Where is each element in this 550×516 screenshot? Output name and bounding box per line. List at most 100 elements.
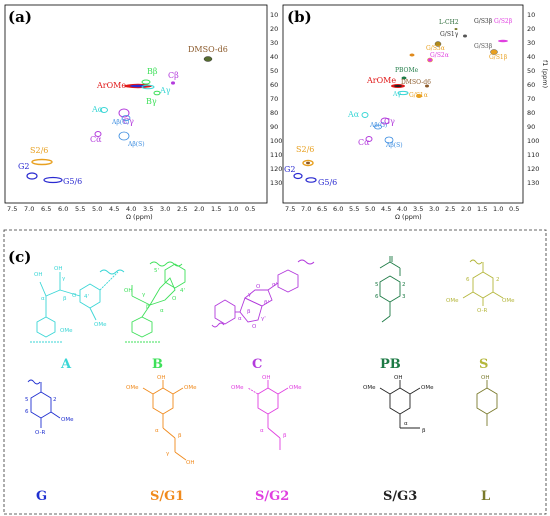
panel-a-ytick: 80 xyxy=(270,109,278,117)
panel-b-tag: (b) xyxy=(287,8,312,26)
panel-b-ytick: 50 xyxy=(527,67,535,75)
peak-g-s3-beta xyxy=(463,34,467,38)
atom-oh: OH xyxy=(186,460,194,466)
atom-ome: OMe xyxy=(184,385,197,391)
label-c-alpha: Cα xyxy=(90,135,102,144)
panel-b-xtick: 0.5 xyxy=(509,205,519,213)
panel-b-y-ticks: 10 20 30 40 50 60 70 80 90 100 110 120 1… xyxy=(527,11,539,187)
panel-a-xtick: 7.5 xyxy=(7,205,17,213)
label-g56: G5/6 xyxy=(63,177,82,186)
structure-c-ring-lower xyxy=(239,297,263,323)
structure-b-bond xyxy=(131,295,151,306)
structure-a-bond xyxy=(89,307,97,321)
structure-sg3 xyxy=(379,380,421,429)
structure-sg2-bond xyxy=(267,427,281,439)
label-b-beta: Bβ xyxy=(147,67,158,76)
peak-c-alpha-b xyxy=(365,136,373,142)
structure-sg1-label: S/G1 xyxy=(150,489,184,504)
atom-gamma-p: γ' xyxy=(261,316,266,322)
panel-b-xtick: 6.5 xyxy=(317,205,327,213)
structure-sg3-labels: OH OMe OMe α β xyxy=(363,375,434,434)
panel-a-peaks xyxy=(26,56,213,184)
structure-s-bond xyxy=(462,291,474,299)
panel-a-ytick: 90 xyxy=(270,123,278,131)
label-a-alpha-b: Aα xyxy=(347,110,360,119)
label-a-gamma-b: Aγ xyxy=(392,91,401,98)
panel-b-xtick: 3.0 xyxy=(429,205,439,213)
atom-beta: β xyxy=(146,304,150,310)
label-g-s1-beta: G/S1β xyxy=(489,54,508,61)
panel-b-ytick: 60 xyxy=(527,81,535,89)
atom-oh: OH xyxy=(481,375,489,381)
panel-b-xtick: 7.0 xyxy=(301,205,311,213)
atom-oh: OH xyxy=(394,375,402,381)
structure-a-ring-1 xyxy=(36,316,56,338)
panel-a-annotations: DMSO-d6 ArOMe Bβ Cβ Aγ Bγ Aα Cγ Aβ(G) Cα… xyxy=(18,45,228,186)
atom-gamma: γ xyxy=(248,292,252,298)
structure-g xyxy=(27,379,61,428)
label-a-beta-g-b: Aβ(G) xyxy=(369,122,387,129)
panel-b-peaks xyxy=(293,28,508,183)
atom-beta-p: β' xyxy=(264,300,269,306)
structure-pb xyxy=(379,256,401,323)
label-s26: S2/6 xyxy=(30,146,48,155)
panel-a-ytick: 30 xyxy=(270,39,278,47)
panel-b-xtick: 4.5 xyxy=(381,205,391,213)
panel-a-xtick: 5.0 xyxy=(92,205,102,213)
atom-alpha: α xyxy=(260,428,264,434)
panel-b-ytick: 80 xyxy=(527,109,535,117)
panel-c-tag: (c) xyxy=(8,248,31,266)
atom-gamma: γ xyxy=(166,451,170,457)
label-c-beta: Cβ xyxy=(168,71,179,80)
panel-a-y-ticks: 10 20 30 40 50 60 70 80 90 100 110 120 1… xyxy=(270,11,282,187)
panel-a-ytick: 40 xyxy=(270,53,278,61)
peak-g-s2-beta-a xyxy=(498,39,508,43)
panel-b-x-label: Ω (ppm) xyxy=(395,213,422,221)
panel-b-xtick: 6.0 xyxy=(333,205,343,213)
atom-oh: OH xyxy=(54,266,62,272)
panel-a-xtick: 4.5 xyxy=(109,205,119,213)
structure-a-bond xyxy=(45,289,61,297)
structure-pb-label: PB xyxy=(380,357,401,372)
atom-6: 6 xyxy=(375,294,379,300)
structure-pb-ring xyxy=(379,275,401,303)
structure-pb-labels: 5 2 6 3 xyxy=(375,282,406,300)
panel-a-tag: (a) xyxy=(8,8,32,26)
peak-g-s3-alpha xyxy=(409,53,415,57)
structure-b-furan xyxy=(149,277,176,306)
panel-c-frame xyxy=(3,229,547,515)
atom-4p: 4' xyxy=(180,288,185,294)
structure-pb-bond xyxy=(379,261,391,269)
structure-b-labels: OH γ β α O 4' 5' xyxy=(124,268,185,314)
atom-ome: OMe xyxy=(61,417,74,423)
structure-sg2-ring xyxy=(257,387,279,415)
structure-s-bond xyxy=(469,259,483,265)
peak-b-beta xyxy=(141,79,151,85)
panel-b-ytick: 100 xyxy=(527,137,539,145)
peak-a-alpha-b xyxy=(361,112,369,118)
panel-a-xtick: 2.5 xyxy=(177,205,187,213)
atom-or: O-R xyxy=(35,430,45,436)
structure-b-label: B xyxy=(152,357,163,372)
structure-l-ring xyxy=(476,387,498,415)
atom-ome: OMe xyxy=(502,298,515,304)
panel-a-ytick: 10 xyxy=(270,11,278,19)
label-a-beta-s-b: Aβ(S) xyxy=(385,142,403,149)
panel-a-ytick: 50 xyxy=(270,67,278,75)
atom-oh: OH xyxy=(34,272,42,278)
panel-b-xtick: 2.0 xyxy=(461,205,471,213)
peak-s26-b xyxy=(302,159,314,167)
structure-sg3-bond xyxy=(409,387,421,395)
panel-b: (b) 10 20 30 40 50 60 70 80 90 100 110 1… xyxy=(282,4,549,221)
label-g-s1-alpha: G/S1α xyxy=(409,92,428,99)
peak-g56 xyxy=(43,176,63,184)
panel-a: (a) 10 20 30 40 50 60 70 80 90 100 110 1… xyxy=(4,4,282,221)
structure-a-labels: OH OH γ α β O 4' OMe OMe xyxy=(34,266,107,334)
peak-dmso xyxy=(203,56,213,62)
panel-a-xtick: 0.5 xyxy=(245,205,255,213)
atom-ome: OMe xyxy=(231,385,244,391)
label-g2-b: G2 xyxy=(284,165,295,174)
panel-b-frame xyxy=(282,4,524,204)
structure-g-bond xyxy=(50,411,61,419)
